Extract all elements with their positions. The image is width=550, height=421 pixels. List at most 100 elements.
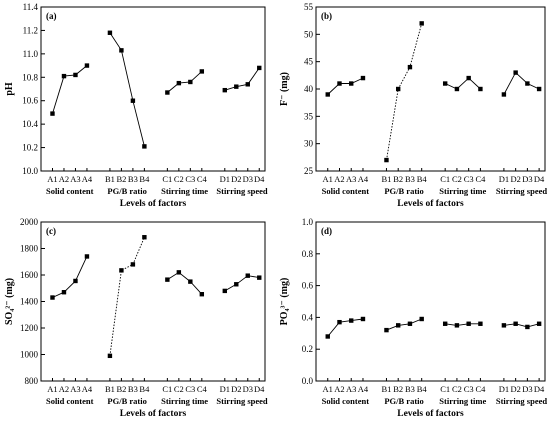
series-line-4 xyxy=(224,275,260,292)
plot-frame xyxy=(40,221,266,382)
group-label: Stirring speed xyxy=(496,186,548,196)
y-tick-label: 11.0 xyxy=(23,49,39,59)
x-tick-label: A2 xyxy=(59,174,69,184)
data-point xyxy=(84,254,90,259)
group-label: Stirring time xyxy=(439,396,486,406)
data-point xyxy=(501,92,507,97)
group-label: PG/B ratio xyxy=(107,186,146,196)
x-tick-label: B2 xyxy=(116,174,126,184)
x-tick-label: D4 xyxy=(254,384,265,394)
x-tick-label: B4 xyxy=(417,384,428,394)
x-tick-label: B3 xyxy=(405,174,415,184)
data-point xyxy=(478,321,483,326)
data-point xyxy=(222,288,227,294)
series-line-3 xyxy=(445,77,481,90)
x-tick-label: A3 xyxy=(346,384,356,394)
data-point xyxy=(466,75,471,81)
y-tick-label: 10.6 xyxy=(22,96,38,106)
plot-frame xyxy=(315,6,546,172)
data-point xyxy=(337,81,342,86)
x-tick-label: D4 xyxy=(534,384,545,394)
x-tick-label: D4 xyxy=(534,174,545,184)
y-tick-label: 1800 xyxy=(20,244,39,254)
x-axis-label: Levels of factors xyxy=(120,199,187,209)
data-point xyxy=(107,30,113,35)
x-tick-label: D1 xyxy=(499,174,509,184)
x-tick-label: D2 xyxy=(231,174,241,184)
group-label: Solid content xyxy=(46,396,94,406)
group-label: Stirring speed xyxy=(216,396,268,406)
x-tick-label: A1 xyxy=(323,384,333,394)
x-tick-label: B4 xyxy=(139,174,150,184)
x-tick-label: A3 xyxy=(70,174,80,184)
group-label: Stirring time xyxy=(161,396,208,406)
y-tick-label: 0.8 xyxy=(302,249,314,259)
y-tick-label: 10.0 xyxy=(22,166,38,176)
panel-label: (d) xyxy=(321,226,332,236)
chart-panel-3: (c) 800 1000 1200 1400 1600 1800 2000 SO₄²⁻ (mg)… xyxy=(4,217,268,419)
x-tick-label: A4 xyxy=(82,384,93,394)
x-tick-label: B3 xyxy=(128,174,138,184)
data-point xyxy=(165,90,170,95)
data-point xyxy=(454,323,460,328)
series-line-3 xyxy=(167,71,203,93)
data-point xyxy=(442,81,448,86)
data-point xyxy=(245,82,250,87)
x-tick-label: B1 xyxy=(105,174,115,184)
group-label: Solid content xyxy=(322,396,370,406)
x-tick-label: B4 xyxy=(139,384,150,394)
x-tick-label: A3 xyxy=(70,384,80,394)
group-label: PG/B ratio xyxy=(384,186,423,196)
series-line-1 xyxy=(327,318,364,337)
x-tick-label: A4 xyxy=(82,174,93,184)
data-point xyxy=(61,73,67,79)
x-tick-label: A1 xyxy=(323,174,333,184)
data-point xyxy=(407,321,413,326)
y-tick-label: 40 xyxy=(304,84,314,94)
x-tick-label: A4 xyxy=(358,174,369,184)
series-line-1 xyxy=(52,256,88,298)
data-point xyxy=(142,235,147,240)
x-tick-label: D3 xyxy=(243,384,253,394)
y-tick-label: 800 xyxy=(25,376,39,386)
data-point xyxy=(142,144,147,149)
x-tick-label: B2 xyxy=(393,384,403,394)
series-line-1 xyxy=(327,77,364,95)
data-point xyxy=(325,92,330,97)
y-axis-label: F⁻ (mg) xyxy=(279,72,290,106)
y-axis-label: PO₄³⁻ (mg) xyxy=(279,278,290,326)
x-tick-label: C1 xyxy=(162,384,172,394)
series-line-4 xyxy=(503,323,540,328)
x-tick-label: C2 xyxy=(452,174,462,184)
series-line-2 xyxy=(386,318,422,331)
x-tick-label: A1 xyxy=(47,384,57,394)
data-point xyxy=(188,279,193,284)
x-tick-label: B1 xyxy=(105,384,115,394)
y-tick-label: 1000 xyxy=(20,350,39,360)
data-point xyxy=(407,64,413,70)
data-point xyxy=(257,65,262,71)
data-point xyxy=(513,70,518,75)
data-point xyxy=(349,318,354,323)
y-tick-label: 45 xyxy=(304,57,314,67)
data-point xyxy=(325,334,330,339)
data-point xyxy=(73,278,78,284)
data-point xyxy=(73,72,78,78)
y-tick-label: 1400 xyxy=(20,297,39,307)
x-tick-label: B2 xyxy=(393,174,403,184)
x-tick-label: B1 xyxy=(382,174,392,184)
x-tick-label: D1 xyxy=(220,384,230,394)
data-point xyxy=(349,81,354,86)
x-tick-label: D3 xyxy=(522,384,532,394)
data-point xyxy=(199,69,205,74)
x-tick-label: C2 xyxy=(174,384,184,394)
group-label: Solid content xyxy=(322,186,370,196)
x-tick-label: C4 xyxy=(475,384,486,394)
data-point xyxy=(50,295,55,300)
group-label: PG/B ratio xyxy=(384,396,423,406)
data-point xyxy=(337,319,342,325)
x-tick-label: B2 xyxy=(116,384,126,394)
data-point xyxy=(360,75,366,81)
